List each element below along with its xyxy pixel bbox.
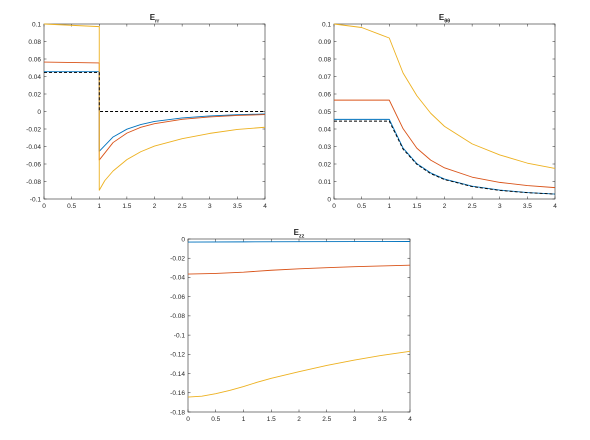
chart-title-subscript: zz bbox=[299, 234, 305, 240]
y-tick-label: -0.12 bbox=[170, 352, 185, 359]
x-tick-label: 1.5 bbox=[122, 203, 131, 210]
series-line-3 bbox=[187, 350, 411, 398]
y-tick-label: 0.08 bbox=[318, 56, 331, 63]
y-tick-label: -0.18 bbox=[170, 409, 185, 416]
axes-frame bbox=[187, 238, 411, 413]
x-tick-label: 0 bbox=[332, 203, 336, 210]
y-tick-label: -0.06 bbox=[170, 294, 185, 301]
chart-title: Ezz bbox=[294, 228, 305, 240]
series-line-4 bbox=[44, 72, 265, 112]
axes-frame bbox=[333, 23, 556, 200]
x-tick-label: 0.5 bbox=[67, 203, 76, 210]
series-line-4 bbox=[334, 120, 556, 195]
x-tick-label: 1.5 bbox=[267, 416, 276, 423]
y-tick-label: 0.02 bbox=[318, 161, 331, 168]
y-tick-label: -0.08 bbox=[26, 179, 41, 186]
y-tick-label: 0.1 bbox=[32, 21, 41, 28]
x-tick-label: 0.5 bbox=[357, 203, 366, 210]
x-tick-label: 0.5 bbox=[211, 416, 220, 423]
series-line-3 bbox=[333, 23, 556, 169]
y-tick-label: -0.06 bbox=[26, 161, 41, 168]
y-tick-label: 0 bbox=[37, 109, 41, 116]
y-tick-label: 0.01 bbox=[318, 179, 331, 186]
series-line-3 bbox=[43, 23, 266, 191]
y-tick-label: 0.06 bbox=[318, 91, 331, 98]
x-tick-label: 0 bbox=[42, 203, 46, 210]
y-tick-label: 0.06 bbox=[28, 56, 41, 63]
chart-title: Eθθ bbox=[439, 13, 450, 25]
y-tick-label: -0.04 bbox=[26, 144, 41, 151]
chart-2: 0 0.5 1 1.5 2 2.5 3 3.5 4 0 0.01 0.02 0.03 0.04 0.05 0.… bbox=[318, 13, 557, 210]
series-line-1 bbox=[187, 241, 411, 243]
x-tick-label: 0 bbox=[186, 416, 190, 423]
chart-title-subscript: rr bbox=[155, 19, 160, 25]
y-tick-label: 0.04 bbox=[28, 74, 41, 81]
x-tick-label: 1.5 bbox=[412, 203, 421, 210]
x-tick-label: 2.5 bbox=[178, 203, 187, 210]
y-tick-label: 0.07 bbox=[318, 74, 331, 81]
y-tick-label: -0.1 bbox=[30, 196, 42, 203]
y-tick-label: -0.1 bbox=[174, 332, 186, 339]
chart-title-main: E bbox=[150, 13, 156, 22]
y-tick-label: 0.08 bbox=[28, 39, 41, 46]
chart-1: 0 0.5 1 1.5 2 2.5 3 3.5 4 -0.1 -0.08 -0.06 -0.04 -0.0… bbox=[26, 13, 267, 210]
x-tick-label: 4 bbox=[408, 416, 412, 423]
y-tick-label: 0.02 bbox=[28, 91, 41, 98]
y-tick-label: -0.02 bbox=[26, 126, 41, 133]
x-tick-label: 3 bbox=[353, 416, 357, 423]
x-tick-label: 1 bbox=[242, 416, 246, 423]
x-tick-label: 2.5 bbox=[322, 416, 331, 423]
x-tick-label: 3.5 bbox=[233, 203, 242, 210]
chart-title-main: E bbox=[439, 13, 445, 22]
series-line-1 bbox=[334, 118, 556, 195]
x-tick-label: 3.5 bbox=[523, 203, 532, 210]
x-tick-label: 3 bbox=[208, 203, 212, 210]
x-tick-label: 2 bbox=[443, 203, 447, 210]
y-tick-label: 0 bbox=[327, 196, 331, 203]
x-tick-label: 2 bbox=[153, 203, 157, 210]
x-tick-label: 3 bbox=[498, 203, 502, 210]
y-tick-label: -0.14 bbox=[170, 371, 185, 378]
x-tick-label: 2 bbox=[297, 416, 301, 423]
chart-title: Err bbox=[150, 13, 160, 25]
x-tick-label: 1 bbox=[97, 203, 101, 210]
x-tick-label: 4 bbox=[263, 203, 267, 210]
y-tick-label: -0.02 bbox=[170, 256, 185, 263]
series-line-2 bbox=[334, 99, 556, 189]
chart-title-subscript: θθ bbox=[444, 19, 450, 25]
y-tick-label: 0.05 bbox=[318, 109, 331, 116]
y-tick-label: 0.1 bbox=[322, 21, 331, 28]
y-tick-label: 0.09 bbox=[318, 39, 331, 46]
chart-3: 0 0.5 1 1.5 2 2.5 3 3.5 4 -0.18 -0.16 -0.14 -0.12 -0.… bbox=[170, 228, 412, 423]
chart-title-main: E bbox=[294, 228, 300, 237]
y-tick-label: -0.04 bbox=[170, 275, 185, 282]
y-tick-label: -0.16 bbox=[170, 390, 185, 397]
x-tick-label: 1 bbox=[387, 203, 391, 210]
series-line-2 bbox=[187, 264, 411, 275]
y-tick-label: 0 bbox=[181, 236, 185, 243]
x-tick-label: 3.5 bbox=[378, 416, 387, 423]
y-tick-label: 0.03 bbox=[318, 144, 331, 151]
x-tick-label: 2.5 bbox=[468, 203, 477, 210]
x-tick-label: 4 bbox=[553, 203, 557, 210]
y-tick-label: 0.04 bbox=[318, 126, 331, 133]
y-tick-label: -0.08 bbox=[170, 313, 185, 320]
